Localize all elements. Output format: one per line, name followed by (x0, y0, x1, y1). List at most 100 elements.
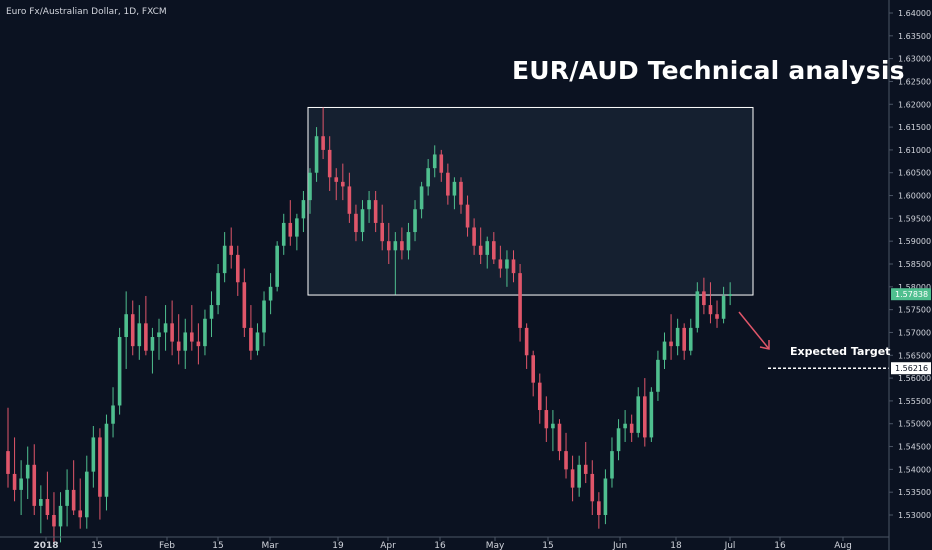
candle[interactable] (301, 190, 306, 233)
candle[interactable] (728, 282, 732, 306)
candle[interactable] (341, 163, 345, 201)
candle[interactable] (347, 172, 352, 223)
candle[interactable] (590, 460, 595, 515)
candle[interactable] (84, 455, 89, 529)
candle[interactable] (190, 305, 194, 351)
candle[interactable] (203, 309, 207, 356)
candle[interactable] (721, 286, 726, 324)
candle[interactable] (636, 387, 641, 438)
candle[interactable] (577, 455, 581, 497)
candle[interactable] (656, 350, 660, 401)
candle[interactable] (610, 437, 614, 488)
candle[interactable] (603, 469, 608, 525)
candle[interactable] (124, 291, 128, 369)
candle[interactable] (268, 273, 273, 315)
candle[interactable] (708, 282, 713, 324)
candle[interactable] (367, 190, 371, 223)
candle[interactable] (583, 441, 588, 484)
candle[interactable] (25, 446, 30, 500)
candle[interactable] (551, 410, 555, 452)
candle[interactable] (662, 332, 667, 369)
candle[interactable] (130, 300, 135, 356)
candle[interactable] (262, 291, 266, 347)
candle[interactable] (373, 190, 378, 233)
candle[interactable] (209, 291, 214, 338)
candle[interactable] (275, 241, 279, 292)
candle[interactable] (485, 236, 490, 269)
candle[interactable] (98, 428, 102, 520)
candle[interactable] (715, 300, 719, 328)
candle[interactable] (629, 414, 634, 442)
candle[interactable] (295, 213, 299, 251)
candle[interactable] (570, 455, 575, 502)
candle[interactable] (111, 387, 115, 438)
candle[interactable] (669, 314, 673, 360)
candle[interactable] (144, 295, 148, 356)
candle[interactable] (544, 396, 549, 442)
candle[interactable] (163, 305, 168, 351)
candle[interactable] (459, 177, 463, 214)
candle[interactable] (393, 232, 398, 295)
candle[interactable] (360, 200, 365, 242)
candle[interactable] (675, 318, 680, 356)
candle[interactable] (472, 218, 476, 255)
candle[interactable] (531, 350, 535, 397)
candle[interactable] (117, 327, 122, 415)
candle[interactable] (235, 245, 240, 296)
candle[interactable] (71, 460, 76, 515)
candle[interactable] (702, 277, 706, 315)
candle[interactable] (242, 268, 247, 338)
candle[interactable] (183, 318, 188, 369)
candle[interactable] (176, 314, 181, 365)
candle[interactable] (511, 250, 516, 283)
candle[interactable] (406, 222, 411, 260)
candle[interactable] (150, 327, 155, 374)
candle[interactable] (196, 323, 201, 365)
candle[interactable] (419, 181, 424, 219)
candle[interactable] (682, 323, 686, 360)
candle[interactable] (137, 305, 142, 360)
candle[interactable] (52, 492, 56, 547)
candle[interactable] (12, 437, 17, 502)
candle[interactable] (446, 163, 450, 205)
price-axis[interactable]: 1.64000 1.63500 1.63000 1.62500 1.62000 1.615… (889, 9, 931, 520)
candle[interactable] (492, 232, 496, 264)
candle[interactable] (308, 168, 312, 214)
candle[interactable] (39, 485, 43, 534)
candle[interactable] (91, 426, 96, 488)
candle[interactable] (288, 200, 293, 246)
candle[interactable] (157, 318, 161, 360)
candle[interactable] (321, 107, 325, 160)
candle[interactable] (452, 177, 457, 210)
candle[interactable] (505, 250, 509, 287)
candle[interactable] (19, 460, 23, 515)
candle[interactable] (432, 145, 437, 178)
candle[interactable] (537, 373, 542, 424)
candle[interactable] (354, 204, 358, 242)
candle[interactable] (78, 478, 83, 529)
candle[interactable] (314, 127, 319, 182)
candle[interactable] (216, 264, 220, 315)
candle[interactable] (222, 232, 227, 283)
candle[interactable] (439, 149, 444, 182)
candle[interactable] (249, 305, 253, 360)
candle[interactable] (170, 300, 174, 356)
candle[interactable] (498, 245, 503, 278)
candle[interactable] (695, 282, 700, 333)
candle[interactable] (380, 204, 385, 251)
candle[interactable] (478, 227, 483, 264)
candle[interactable] (623, 410, 627, 442)
candle[interactable] (413, 200, 417, 242)
candle[interactable] (688, 318, 693, 356)
time-axis[interactable]: 2018 15 Feb 15 Mar 19 Apr 16 May 15 Jun 18 Jul 16 Aug (33, 537, 852, 550)
candle[interactable] (45, 471, 50, 520)
candle[interactable] (229, 227, 234, 269)
candle[interactable] (643, 378, 647, 447)
candle[interactable] (281, 213, 286, 255)
candle[interactable] (400, 227, 404, 260)
candle[interactable] (616, 419, 621, 461)
candle[interactable] (465, 195, 470, 237)
candle[interactable] (386, 222, 391, 264)
candle[interactable] (557, 419, 562, 461)
